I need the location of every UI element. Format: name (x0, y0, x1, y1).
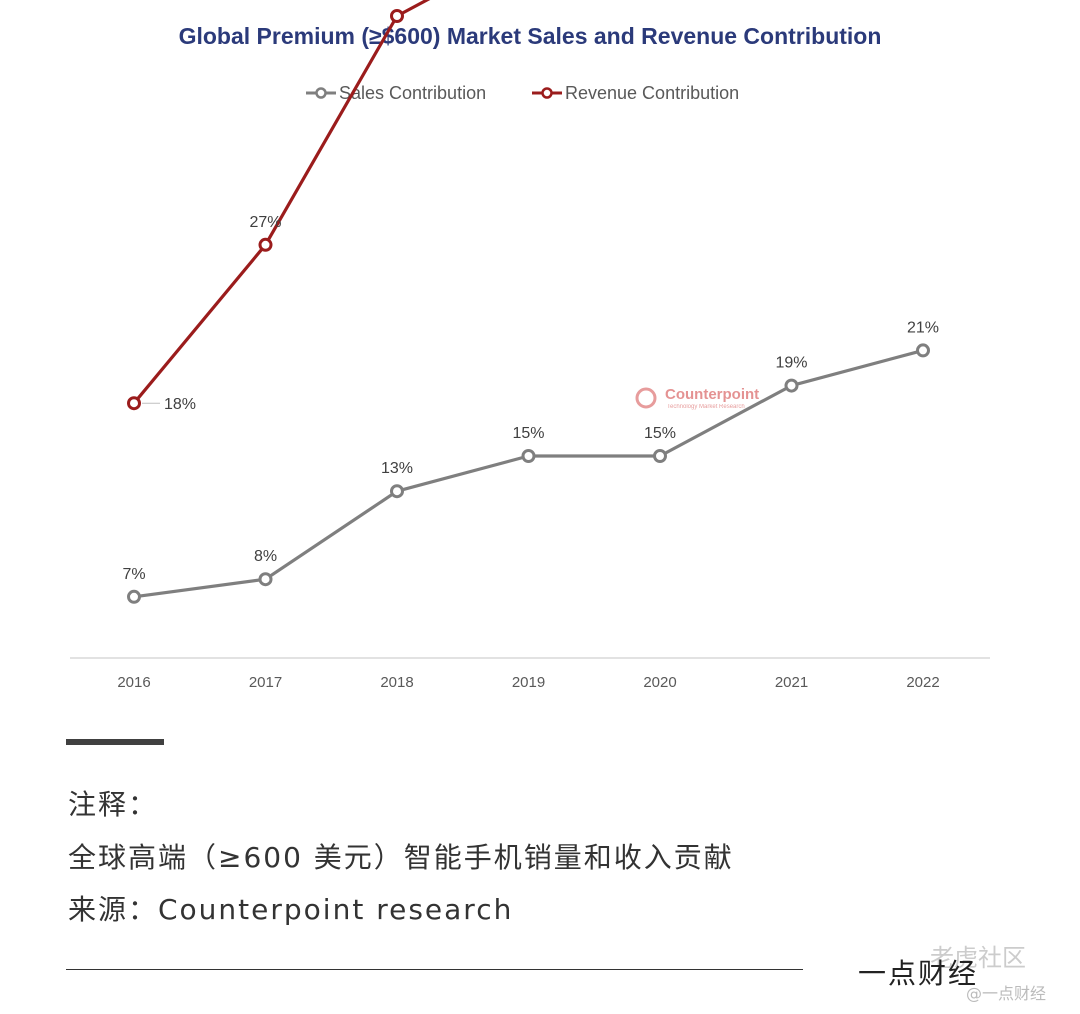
data-point-sales-contribution-2018 (390, 484, 404, 499)
data-label-sales-contribution-2022: 21% (907, 319, 939, 336)
x-tick-label-2018: 2018 (380, 674, 413, 691)
data-point-revenue-contribution-2016 (127, 396, 141, 411)
x-tick-label-2017: 2017 (249, 674, 282, 691)
data-point-sales-contribution-2017 (258, 572, 273, 587)
note-label: 注释： (68, 788, 159, 821)
data-point-revenue-contribution-2018 (390, 9, 404, 23)
x-axis-ticks: 2016 2017 2018 2019 2020 2021 2022 (117, 674, 939, 691)
data-label-revenue-contribution-2017: 27% (249, 214, 281, 231)
data-point-sales-contribution-2022 (916, 343, 930, 358)
legend-marker-revenue-contribution (541, 87, 553, 99)
x-tick-label-2020: 2020 (643, 674, 676, 691)
data-label-revenue-contribution-2016: 18% (164, 396, 196, 413)
counterpoint-watermark-subtitle: Technology Market Research (667, 404, 745, 410)
note-description: 全球高端（≥600 美元）智能手机销量和收入贡献 (68, 841, 734, 874)
legend-label-revenue-contribution: Revenue Contribution (565, 83, 739, 103)
data-point-sales-contribution-2016 (127, 589, 141, 604)
legend-marker-sales-contribution (315, 87, 327, 99)
x-tick-label-2019: 2019 (512, 674, 545, 691)
chart-legend: Sales Contribution Revenue Contribution (306, 83, 739, 103)
counterpoint-watermark-text: Counterpoint (665, 386, 759, 403)
community-watermark: 老虎社区 (930, 944, 1026, 972)
counterpoint-watermark: Counterpoint Technology Market Research (635, 386, 759, 410)
note-source: 来源：Counterpoint research (68, 893, 514, 926)
data-point-sales-contribution-2020 (653, 449, 667, 463)
series-line-sales-contribution (133, 348, 924, 599)
data-label-sales-contribution-2018: 13% (381, 460, 413, 477)
plot-area: 7%8%13%15%15%19%21%18%27%40%44%44%49%55% (122, 0, 939, 604)
data-point-sales-contribution-2021 (784, 378, 799, 393)
community-watermark-handle: @一点财经 (966, 984, 1047, 1003)
data-point-sales-contribution-2019 (521, 449, 536, 463)
counterpoint-logo-icon (635, 387, 657, 409)
section-divider (66, 739, 164, 745)
footer-brand: 一点财经 (858, 957, 979, 990)
chart-title: Global Premium (≥$600) Market Sales and … (179, 23, 882, 49)
data-label-revenue-contribution-2018: 40% (381, 0, 413, 2)
data-label-sales-contribution-2016: 7% (122, 566, 145, 583)
x-tick-label-2022: 2022 (906, 674, 939, 691)
data-point-revenue-contribution-2017 (258, 237, 273, 252)
legend-label-sales-contribution: Sales Contribution (339, 83, 486, 103)
x-tick-label-2021: 2021 (775, 674, 808, 691)
x-tick-label-2016: 2016 (117, 674, 150, 691)
line-chart: Global Premium (≥$600) Market Sales and … (70, 0, 990, 691)
series-line-revenue-contribution (132, 0, 431, 405)
data-label-sales-contribution-2021: 19% (775, 355, 807, 372)
data-label-sales-contribution-2020: 15% (644, 425, 676, 442)
data-label-sales-contribution-2017: 8% (254, 548, 277, 565)
footer-divider (66, 969, 803, 970)
data-label-sales-contribution-2019: 15% (512, 425, 544, 442)
